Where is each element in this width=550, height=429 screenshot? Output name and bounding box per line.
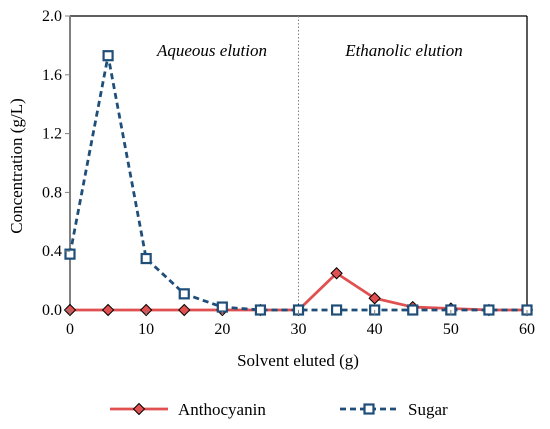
x-tick-label: 20: [214, 321, 230, 338]
x-tick-label: 50: [443, 321, 459, 338]
x-tick-label: 40: [367, 321, 383, 338]
x-axis-title: Solvent eluted (g): [237, 351, 359, 370]
y-tick-label: 1.2: [42, 126, 62, 143]
annotation-aqueous: Aqueous elution: [156, 41, 267, 60]
data-point-sugar: [102, 50, 114, 62]
data-point-anthocyanin: [178, 303, 191, 317]
x-tick-label: 0: [66, 321, 74, 338]
y-axis-title: Concentration (g/L): [7, 98, 26, 234]
data-point-anthocyanin: [330, 267, 343, 280]
legend-label-anthocyanin: Anthocyanin: [178, 400, 266, 419]
data-point-sugar: [64, 248, 76, 260]
y-axis-ticks: 0.0 0.4 0.8 1.2 1.6 2.0: [42, 8, 70, 319]
y-tick-label: 2.0: [42, 8, 62, 25]
data-point-anthocyanin: [101, 303, 115, 317]
data-point-sugar: [178, 288, 190, 300]
legend-label-sugar: Sugar: [408, 400, 448, 419]
y-tick-label: 0.4: [42, 243, 62, 260]
data-point-sugar: [330, 304, 343, 316]
annotation-ethanolic: Ethanolic elution: [344, 41, 463, 60]
y-tick-label: 0.0: [42, 302, 62, 319]
legend-marker-anthocyanin: [132, 402, 146, 416]
legend: Anthocyanin Sugar: [110, 400, 448, 419]
data-point-sugar: [140, 252, 152, 265]
data-point-sugar: [407, 304, 419, 316]
y-tick-label: 1.6: [42, 67, 62, 84]
plot-area: [63, 15, 534, 317]
x-tick-label: 10: [138, 321, 154, 338]
data-point-sugar: [483, 304, 495, 316]
x-axis-ticks: 0 10 20 30 40 50 60: [66, 310, 535, 338]
y-tick-label: 0.8: [42, 184, 62, 201]
data-point-sugar: [254, 304, 267, 316]
legend-marker-sugar: [363, 403, 375, 415]
x-tick-label: 60: [519, 321, 535, 338]
data-point-anthocyanin: [368, 292, 381, 305]
x-tick-label: 30: [291, 321, 307, 338]
